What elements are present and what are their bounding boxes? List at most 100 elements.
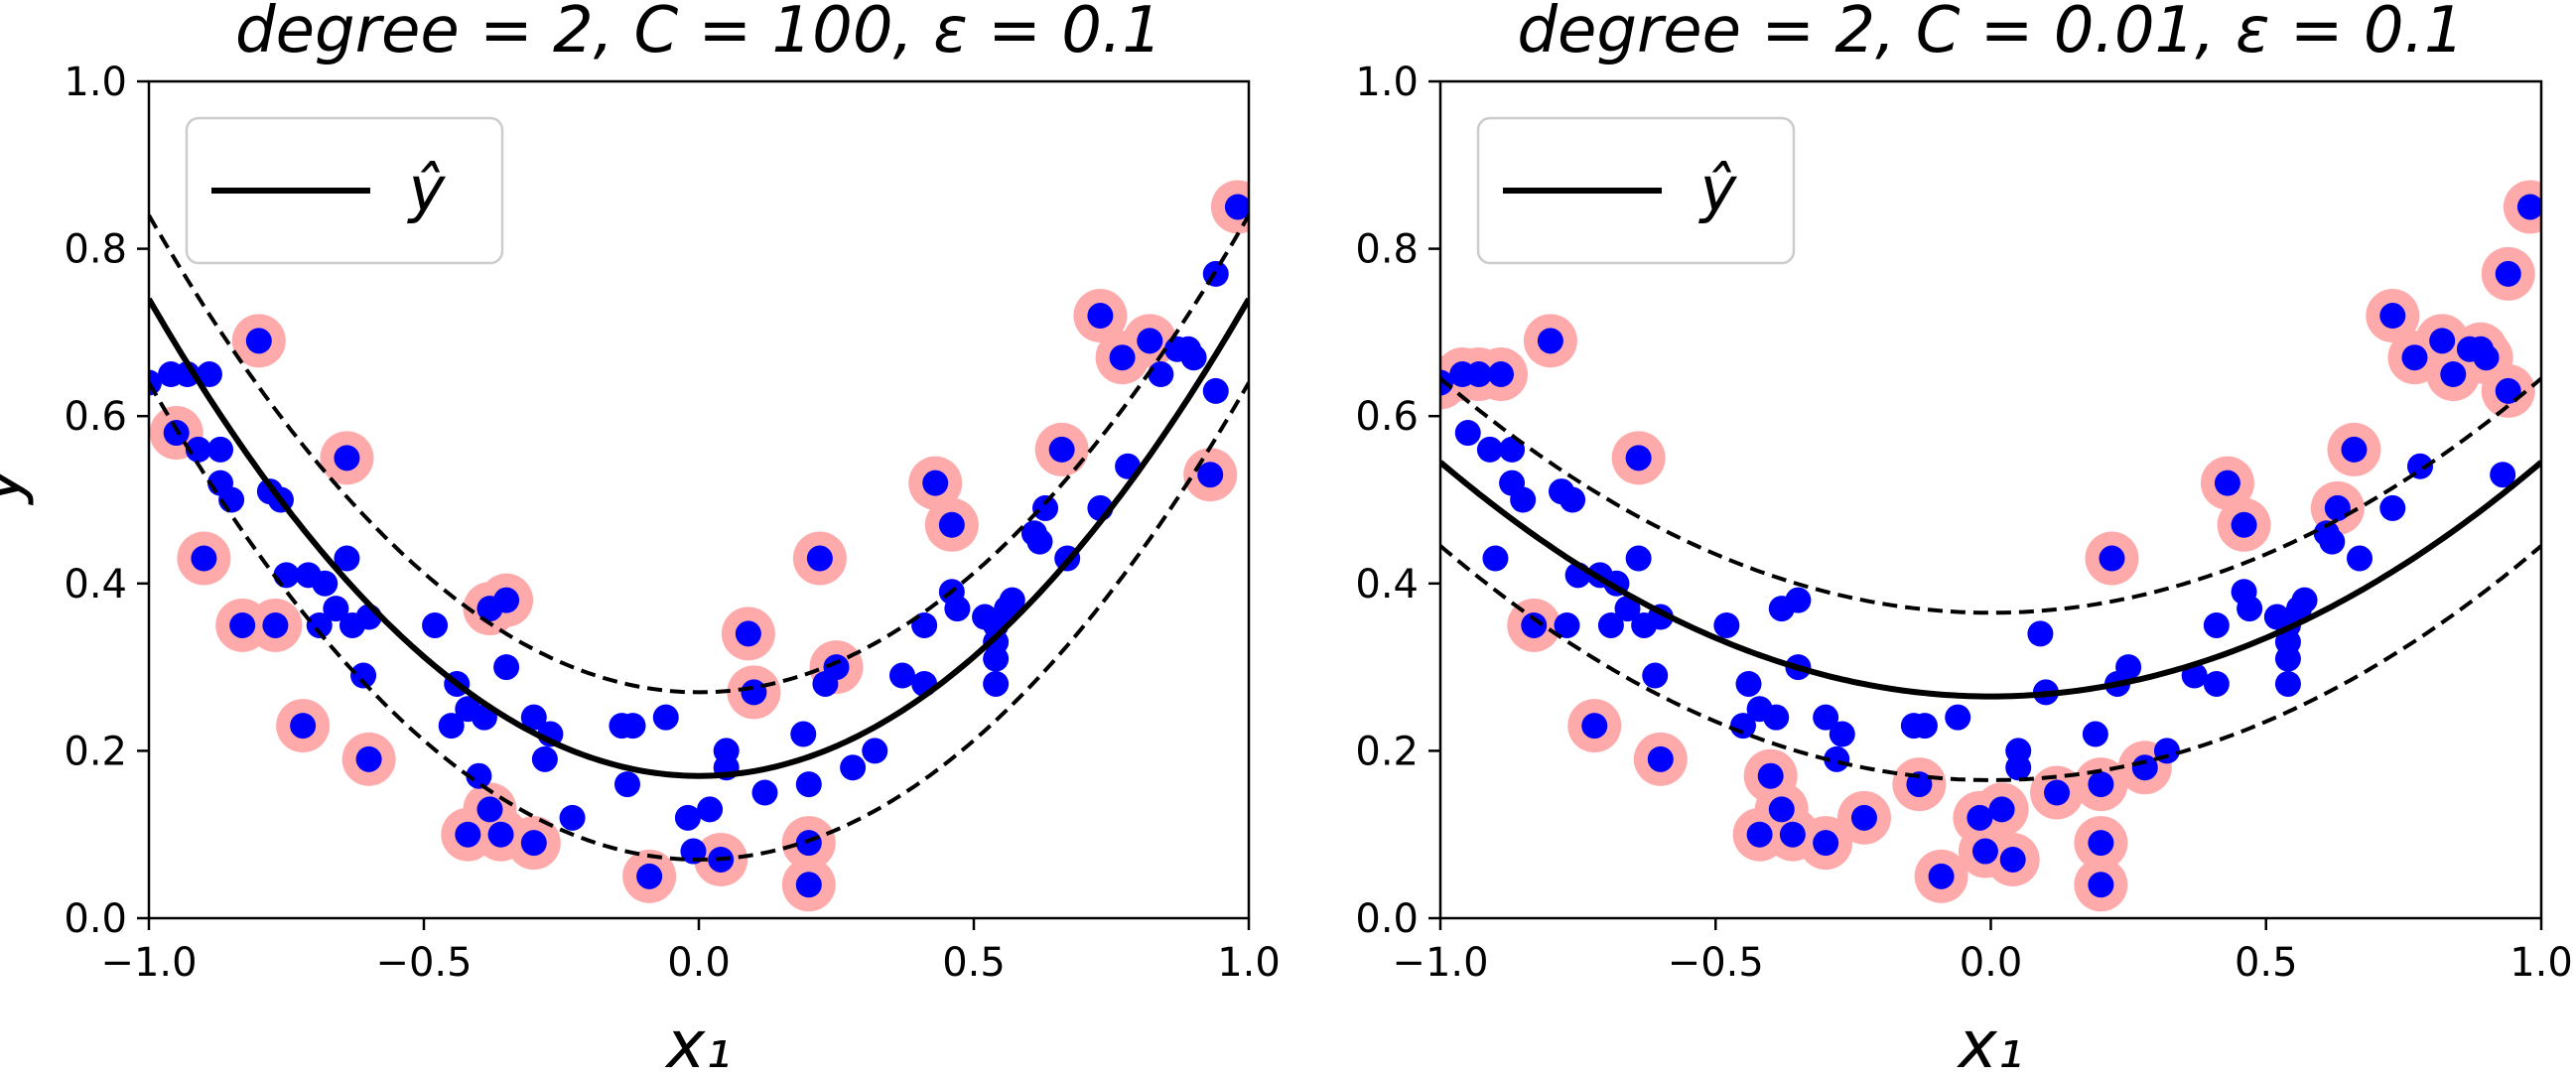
data-point xyxy=(2291,587,2318,613)
data-point xyxy=(2099,545,2125,572)
data-point xyxy=(2347,545,2373,572)
data-point xyxy=(487,821,514,848)
data-point xyxy=(1945,704,1971,731)
y-tick-label: 0.8 xyxy=(1355,227,1419,273)
data-point xyxy=(306,611,333,638)
data-point xyxy=(1911,713,1938,740)
data-point xyxy=(1928,863,1955,889)
data-point xyxy=(2495,260,2521,287)
data-point xyxy=(1625,445,1652,472)
data-point xyxy=(944,596,971,622)
data-point xyxy=(1779,821,1806,848)
data-point xyxy=(795,830,822,857)
data-point xyxy=(559,804,586,831)
data-point xyxy=(2319,528,2346,555)
x-tick-label: 0.0 xyxy=(667,940,731,986)
data-point xyxy=(334,545,360,572)
data-point xyxy=(2203,611,2230,638)
data-point xyxy=(1581,713,1608,740)
data-point xyxy=(229,611,256,638)
data-point xyxy=(938,511,965,538)
data-point xyxy=(1148,361,1174,388)
data-point xyxy=(350,662,377,689)
x-tick-label: 1.0 xyxy=(2509,940,2573,986)
y-tick-label: 0.2 xyxy=(1355,729,1419,774)
data-point xyxy=(196,361,222,388)
data-point xyxy=(1197,462,1224,488)
data-point xyxy=(636,863,663,889)
data-point xyxy=(1087,303,1114,330)
x-axis-label: x₁ xyxy=(664,1007,732,1079)
data-point xyxy=(1026,528,1053,555)
data-point xyxy=(2341,436,2368,463)
data-point xyxy=(1713,611,1740,638)
upper-margin-line xyxy=(149,213,1249,695)
data-point xyxy=(438,713,465,740)
plot-area xyxy=(1440,180,2541,912)
data-point xyxy=(795,872,822,898)
legend: ŷ xyxy=(185,116,504,265)
data-point xyxy=(174,361,201,388)
y-tick-label: 1.0 xyxy=(64,60,127,105)
data-point xyxy=(1757,762,1784,789)
lower-margin-line xyxy=(149,381,1249,863)
data-point xyxy=(1746,821,1773,848)
data-point xyxy=(191,545,217,572)
data-point xyxy=(455,821,481,848)
data-point xyxy=(1224,194,1249,220)
y-tick-label: 0.6 xyxy=(1355,394,1419,440)
data-point xyxy=(207,436,234,463)
y-tick-label: 1.0 xyxy=(1355,60,1419,105)
data-point xyxy=(1763,704,1790,731)
data-point xyxy=(735,620,761,647)
chart-title: degree = 2, C = 0.01, ε = 0.1 xyxy=(1517,0,2464,67)
data-point xyxy=(2490,462,2516,488)
x-tick-label: 1.0 xyxy=(1217,940,1281,986)
x-tick-label: 0.0 xyxy=(1960,940,2023,986)
data-point xyxy=(888,662,915,689)
data-point xyxy=(2379,303,2406,330)
data-point xyxy=(1465,361,1492,388)
y-tick-label: 0.8 xyxy=(64,227,127,273)
data-point xyxy=(262,611,289,638)
data-point xyxy=(795,771,822,798)
data-point xyxy=(2379,494,2406,521)
data-point xyxy=(185,436,211,463)
data-point xyxy=(493,587,520,613)
data-point xyxy=(1559,486,1586,513)
data-point xyxy=(806,545,833,572)
data-point xyxy=(2088,872,2114,898)
data-point xyxy=(1597,611,1624,638)
data-point xyxy=(1202,377,1229,404)
data-point xyxy=(2005,754,2032,781)
data-point xyxy=(1032,494,1059,521)
data-point xyxy=(1625,545,1652,572)
data-point xyxy=(1537,328,1563,354)
data-point xyxy=(1768,796,1795,823)
y-tick-label: 0.6 xyxy=(64,394,127,440)
data-point xyxy=(674,804,701,831)
data-point xyxy=(476,796,503,823)
prediction-line xyxy=(1440,460,2541,700)
data-point xyxy=(983,670,1010,697)
data-point xyxy=(840,754,867,781)
chart-right: degree = 2, C = 0.01, ε = 0.1 −1.0 −0.5 0.0… xyxy=(1355,0,2572,1079)
y-tick-label: 0.2 xyxy=(64,729,127,774)
chart-title: degree = 2, C = 100, ε = 0.1 xyxy=(235,0,1162,67)
data-point xyxy=(922,470,949,496)
plot-area xyxy=(149,180,1249,912)
data-point xyxy=(245,328,272,354)
data-point xyxy=(2401,344,2428,371)
data-point xyxy=(1785,587,1812,613)
legend: ŷ xyxy=(1476,116,1796,265)
data-point xyxy=(2324,494,2351,521)
data-point xyxy=(466,762,492,789)
data-point xyxy=(1137,328,1163,354)
data-point xyxy=(652,704,679,731)
x-tick-label: 0.5 xyxy=(942,940,1006,986)
data-point xyxy=(1048,436,1075,463)
data-point xyxy=(751,779,778,806)
data-point xyxy=(2237,596,2263,622)
data-point xyxy=(273,562,300,589)
